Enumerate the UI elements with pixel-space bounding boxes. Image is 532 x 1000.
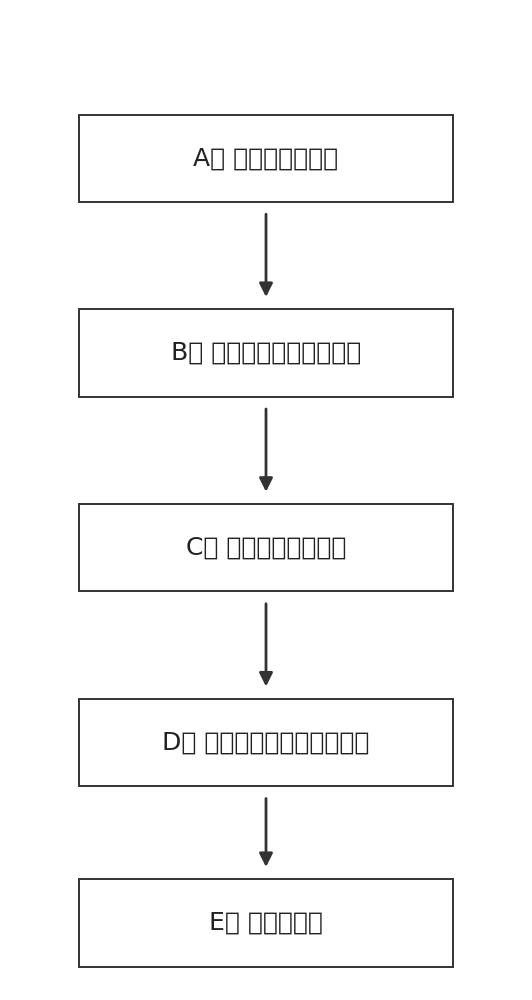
Bar (79, 115, 453, 202)
Text: C、 分割出指静脉区域: C、 分割出指静脉区域 (186, 536, 346, 560)
Text: D、 静脉网络细化与角点检测: D、 静脉网络细化与角点检测 (162, 730, 370, 754)
Bar (79, 309, 453, 397)
Bar (79, 699, 453, 786)
Text: B、 指静脉特征提取与融合: B、 指静脉特征提取与融合 (171, 341, 361, 365)
Text: A、 采集指静脉图像: A、 采集指静脉图像 (194, 146, 338, 170)
Bar (79, 879, 453, 967)
Text: E、 定位采血点: E、 定位采血点 (209, 911, 323, 935)
Bar (79, 504, 453, 591)
